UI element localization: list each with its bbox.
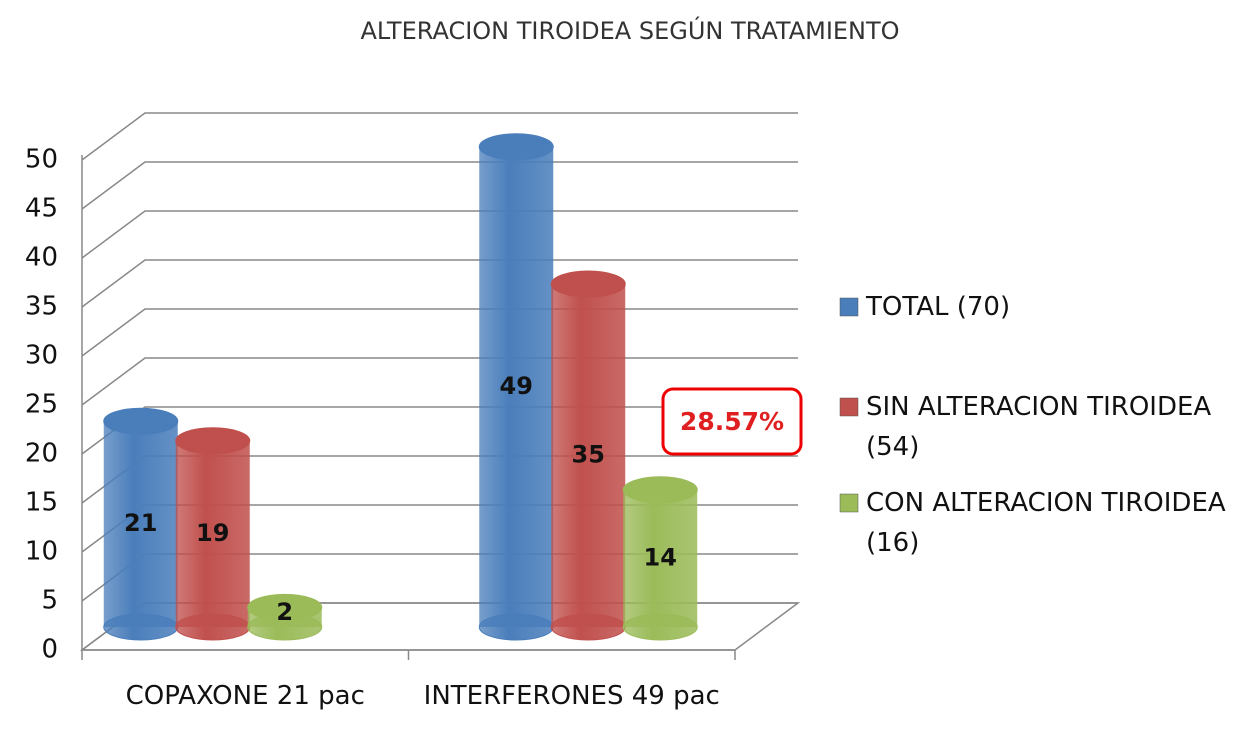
x-tick-label: INTERFERONES 49 pac	[423, 681, 720, 711]
y-tick-label: 5	[41, 586, 58, 616]
data-label: 14	[644, 543, 677, 571]
y-tick-label: 15	[25, 488, 58, 518]
grid-line	[81, 259, 798, 308]
bar	[175, 440, 250, 627]
cylinder-top	[247, 593, 323, 621]
grid-line	[81, 112, 798, 161]
legend-label: CON ALTERACION TIROIDEA (16)	[866, 488, 1226, 558]
cylinder-top	[175, 427, 251, 455]
data-label: 21	[124, 509, 157, 537]
y-tick-label: 40	[25, 243, 58, 273]
legend-swatch	[839, 397, 859, 417]
legend-swatch	[839, 493, 859, 513]
data-label: 19	[196, 519, 229, 547]
y-tick-label: 0	[41, 635, 58, 665]
cylinder-top	[622, 476, 698, 504]
data-label: 2	[276, 598, 293, 626]
data-label: 49	[500, 372, 533, 400]
grid-line	[81, 210, 798, 259]
annotation: 28.57%	[680, 407, 784, 436]
cylinder-top	[550, 270, 626, 298]
y-tick-label: 35	[25, 292, 58, 322]
legend-swatch	[839, 297, 859, 317]
legend-label: SIN ALTERACION TIROIDEA (54)	[866, 392, 1212, 462]
data-label: 35	[572, 441, 605, 469]
grid-line	[81, 308, 798, 357]
y-tick-label: 30	[25, 341, 58, 371]
y-tick-label: 45	[25, 194, 58, 224]
y-tick-label: 50	[25, 145, 58, 175]
cylinder-top	[478, 133, 554, 161]
x-tick-label: COPAXONE 21 pac	[125, 681, 365, 711]
y-tick-label: 10	[25, 537, 58, 567]
bar	[479, 146, 554, 628]
annotation-box	[661, 387, 803, 456]
cylinder-top	[103, 407, 179, 435]
y-tick-label: 25	[25, 390, 58, 420]
grid-line	[81, 161, 798, 210]
legend-label: TOTAL (70)	[866, 292, 1011, 322]
chart-title: ALTERACION TIROIDEA SEGÚN TRATAMIENTO	[360, 15, 899, 45]
bar	[551, 284, 626, 627]
bar	[623, 489, 698, 627]
y-tick-label: 20	[25, 439, 58, 469]
bar	[103, 421, 178, 627]
